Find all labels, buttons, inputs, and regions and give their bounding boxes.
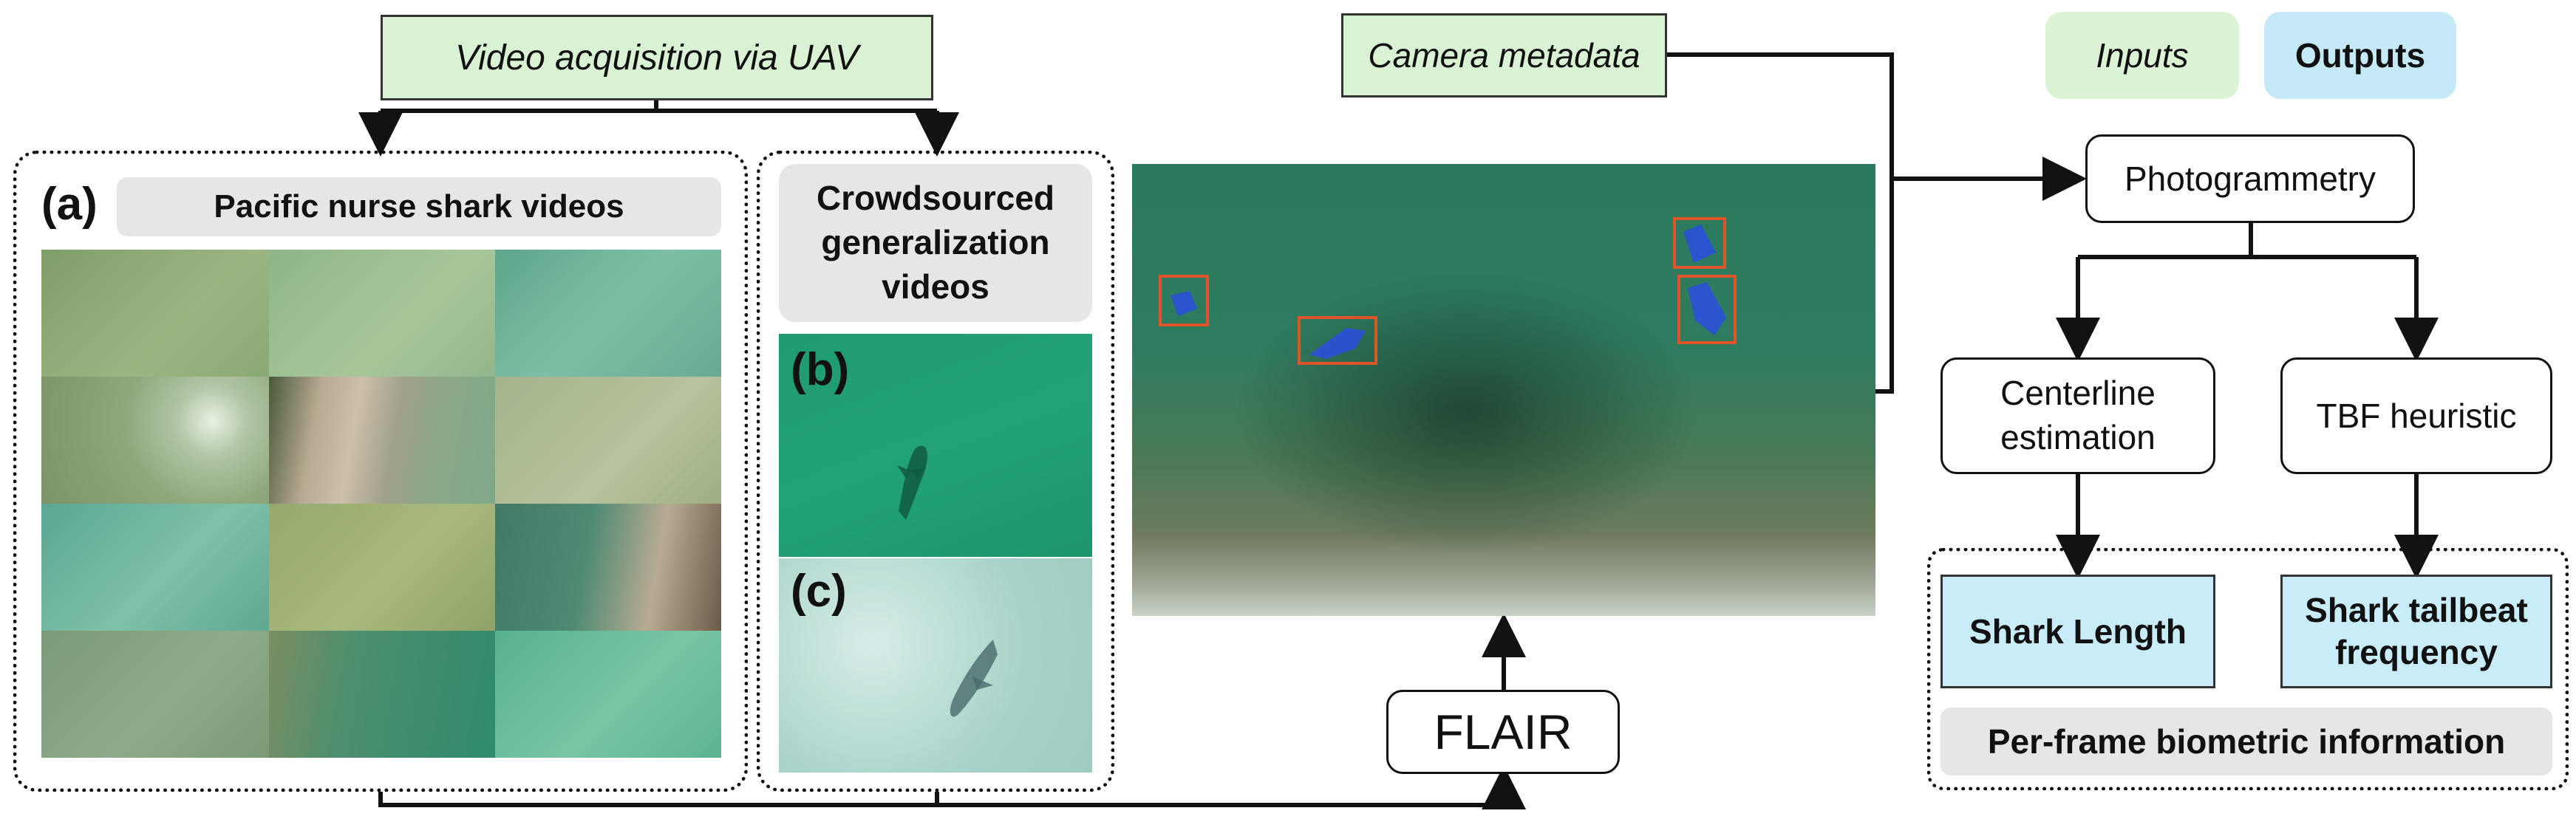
crowd-video-frame-c [779,558,1092,773]
video-frame [269,631,495,758]
detection-mask [1171,291,1197,316]
video-frame [269,504,495,631]
shark-length-label: Shark Length [1969,612,2187,651]
panel-a-container [13,151,748,792]
video-frame [41,631,269,758]
tailbeat-label: Shark tailbeat frequency [2305,590,2528,672]
camera-metadata-label: Camera metadata [1368,36,1640,75]
legend-inputs: Inputs [2045,12,2239,99]
detection-overlays [1159,217,1737,365]
outputs-group-label-text: Per-frame biometric information [1987,722,2506,761]
tailbeat-output: Shark tailbeat frequency [2280,575,2552,688]
video-frame [41,377,269,504]
detection-box [1298,316,1377,365]
crowd-panel-container [757,151,1114,792]
video-acquisition-label: Video acquisition via UAV [454,38,859,78]
centerline-node: Centerline estimation [1940,357,2215,474]
panel-b-tag: (b) [791,344,850,395]
outputs-container [1927,548,2569,790]
panel-a-tag: (a) [41,179,98,230]
video-frame [269,250,495,377]
legend-inputs-label: Inputs [2096,36,2189,75]
shark-silhouette-c [950,640,998,717]
detection-box [1673,217,1726,269]
crowd-panel-title: Crowdsourced generalization videos [779,164,1092,322]
flair-label: FLAIR [1434,705,1572,759]
video-frame [269,377,495,504]
detection-mask [1683,225,1716,263]
crowd-panel-title-text: Crowdsourced generalization videos [816,179,1055,306]
detection-mask [1309,328,1366,359]
video-frame [495,631,721,758]
legend-outputs: Outputs [2264,12,2456,99]
crowd-video-frame-b [779,334,1092,557]
tbf-node: TBF heuristic [2280,357,2552,474]
video-frame [41,504,269,631]
centerline-label: Centerline estimation [2000,374,2156,456]
shark-length-output: Shark Length [1940,575,2215,688]
video-frame [41,250,269,377]
shark-silhouette-b [897,445,928,520]
panel-c-tag: (c) [791,566,847,617]
photogrammetry-label: Photogrammetry [2124,160,2376,198]
panels-to-flair-line [378,765,1526,809]
detection-box [1159,275,1209,326]
legend-outputs-label: Outputs [2294,36,2426,75]
flair-detection-image [1132,164,1875,616]
video-frame [495,504,721,631]
detection-mask [1688,282,1726,335]
metadata-line [1666,52,1894,394]
outputs-group-label: Per-frame biometric information [1940,708,2552,775]
detection-box [1677,275,1737,344]
video-acquisition-input: Video acquisition via UAV [381,15,933,100]
camera-metadata-input: Camera metadata [1341,13,1667,97]
panel-a-title: Pacific nurse shark videos [117,177,721,236]
photogrammetry-node: Photogrammetry [2085,134,2415,223]
panel-a-title-text: Pacific nurse shark videos [214,188,624,225]
flair-node: FLAIR [1386,690,1620,774]
tbf-label: TBF heuristic [2316,397,2517,435]
video-frame [495,250,721,377]
video-frame [495,377,721,504]
